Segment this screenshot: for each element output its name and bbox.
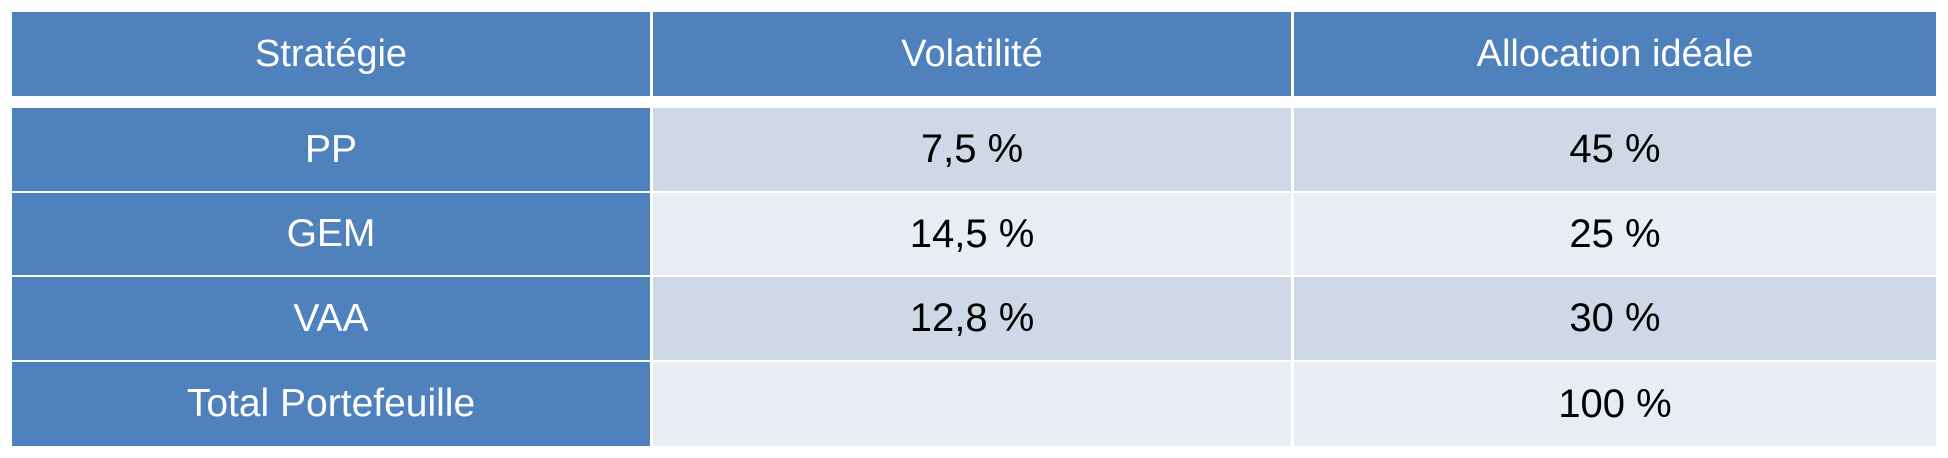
row-label: VAA	[12, 277, 650, 360]
total-label: Total Portefeuille	[12, 362, 650, 446]
header-cell: Allocation idéale	[1294, 12, 1936, 96]
row-label: GEM	[12, 193, 650, 275]
empty-cell	[653, 362, 1291, 446]
row-label: PP	[12, 108, 650, 191]
total-cell: 100 %	[1294, 362, 1936, 446]
header-cell: Volatilité	[653, 12, 1291, 96]
data-cell: 30 %	[1294, 277, 1936, 360]
data-cell: 7,5 %	[653, 108, 1291, 191]
data-cell: 25 %	[1294, 193, 1936, 275]
data-cell: 45 %	[1294, 108, 1936, 191]
data-cell: 12,8 %	[653, 277, 1291, 360]
header-cell: Stratégie	[12, 12, 650, 96]
data-cell: 14,5 %	[653, 193, 1291, 275]
